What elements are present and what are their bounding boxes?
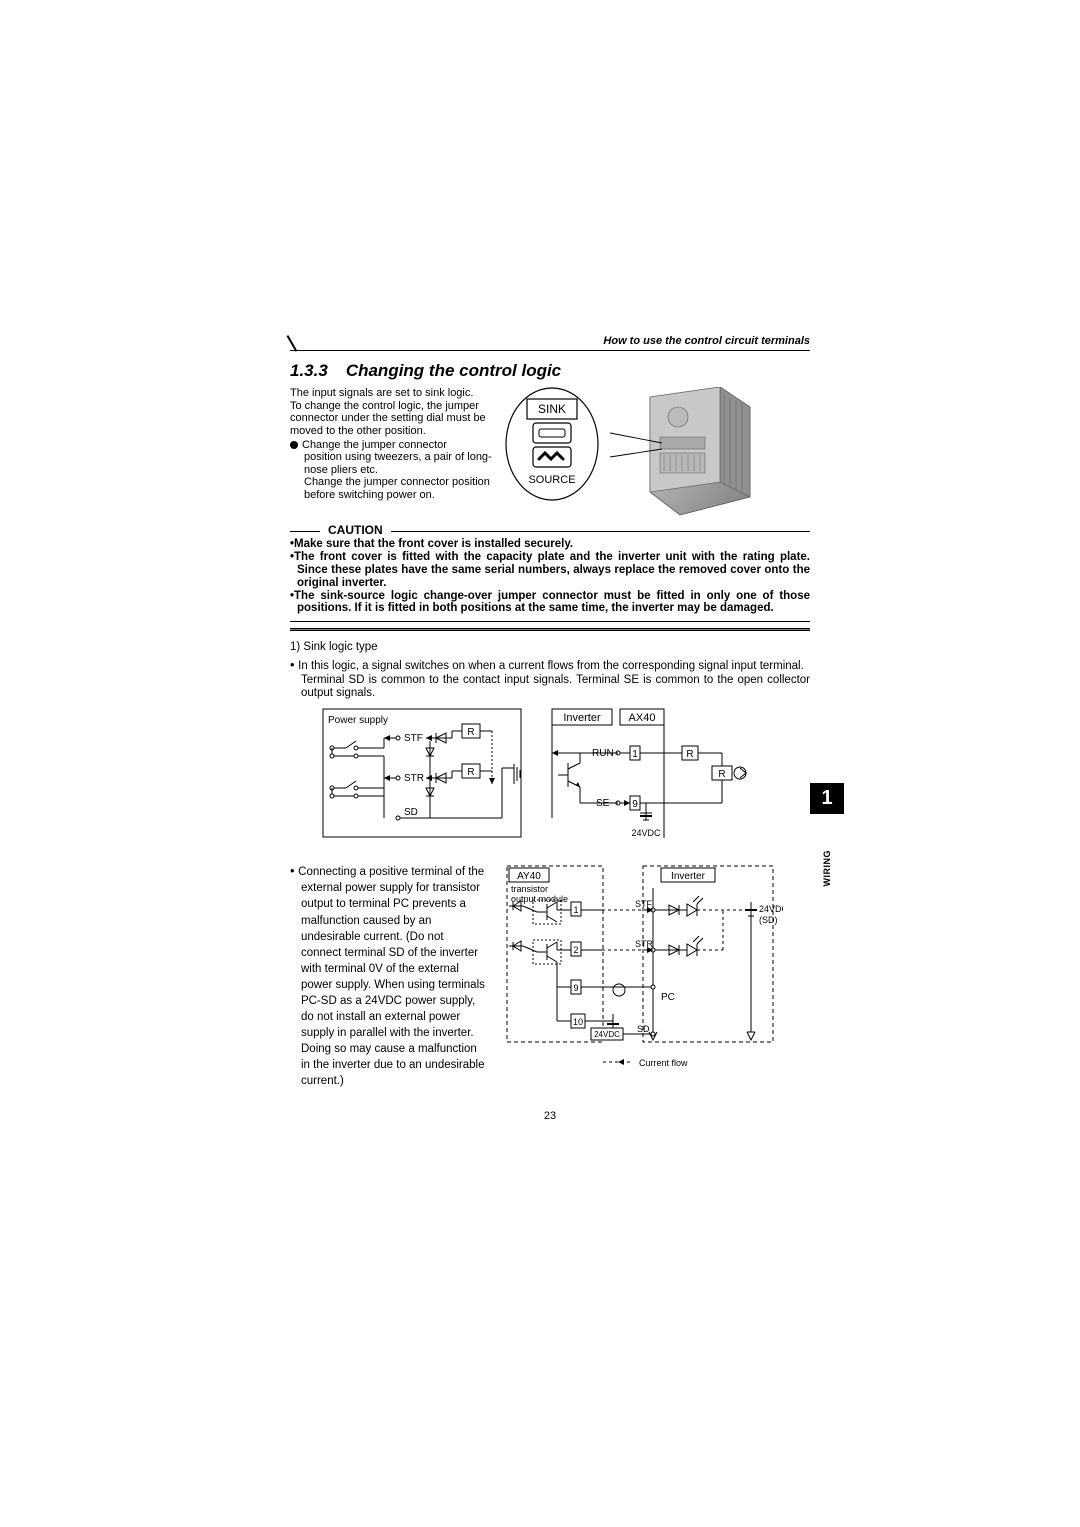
- d2-t9: 9: [632, 799, 638, 810]
- intro-p1: The input signals are set to sink logic.: [290, 387, 495, 400]
- d2-inverter: Inverter: [563, 712, 601, 724]
- d1-r1: R: [467, 727, 474, 738]
- source-label: SOURCE: [528, 474, 575, 486]
- d3-t9: 9: [573, 983, 578, 993]
- caution-item-3: The sink-source logic change-over jumper…: [290, 590, 810, 616]
- sink-heading: 1) Sink logic type: [290, 641, 810, 654]
- d3-24v-int: 24VDC: [594, 1030, 620, 1039]
- intro-b1-first: Change the jumper connector: [302, 439, 447, 451]
- d3-sub1: transistor: [511, 884, 548, 894]
- running-header: How to use the control circuit terminals: [290, 335, 810, 350]
- d1-sd: SD: [404, 807, 418, 818]
- section-title: 1.3.3 Changing the control logic: [290, 361, 810, 381]
- d2-coil: R: [718, 769, 725, 780]
- side-tab: 1 WIRING: [810, 783, 844, 887]
- d3-pc: PC: [661, 992, 675, 1003]
- caution-box: CAUTION Make sure that the front cover i…: [290, 531, 810, 622]
- intro-p2: To change the control logic, the jumper …: [290, 400, 495, 438]
- d1-stf: STF: [404, 733, 423, 744]
- caution-item-1: Make sure that the front cover is instal…: [290, 538, 810, 551]
- diagram-2: Inverter AX40 RUN 1 R R: [542, 708, 772, 848]
- d3-t1: 1: [573, 905, 578, 915]
- sink-bullet: In this logic, a signal switches on when…: [290, 658, 810, 673]
- bullet-icon: [290, 441, 298, 449]
- sink-label: SINK: [538, 402, 566, 416]
- d3-ay40: AY40: [517, 871, 541, 882]
- d3-stf: STF: [635, 899, 653, 909]
- section-heading: Changing the control logic: [346, 361, 561, 380]
- d3-sub2: output module: [511, 894, 568, 904]
- d3-24v-ext: 24VDC: [759, 904, 783, 914]
- tab-label: WIRING: [822, 850, 832, 887]
- intro-b1-rest: position using tweezers, a pair of long-…: [290, 451, 495, 502]
- d1-str: STR: [404, 773, 424, 784]
- d1-r2: R: [467, 767, 474, 778]
- sink-para: Terminal SD is common to the contact inp…: [290, 674, 810, 700]
- intro-bullets: Change the jumper connector position usi…: [290, 439, 495, 502]
- section-number: 1.3.3: [290, 361, 328, 380]
- d3-t10: 10: [573, 1017, 583, 1027]
- d2-t1: 1: [632, 749, 638, 760]
- d3-legend: Current flow: [639, 1058, 688, 1068]
- d3-sd: SD: [637, 1024, 650, 1034]
- diagram-3: AY40 transistor output module Inverter 2…: [503, 862, 783, 1089]
- sink-section: 1) Sink logic type In this logic, a sign…: [290, 641, 810, 700]
- page-number: 23: [290, 1110, 810, 1122]
- caution-item-2: The front cover is fitted with the capac…: [290, 551, 810, 590]
- sink-diagrams: Power supply SD STF: [290, 708, 810, 848]
- diagram-1: Power supply SD STF: [290, 708, 522, 848]
- lower-bullet: Connecting a positive terminal of the ex…: [290, 862, 485, 1089]
- d3-str: STR: [635, 939, 654, 949]
- caution-bottom-rule: [290, 628, 810, 631]
- device-image: [610, 387, 755, 517]
- jumper-diagram: SINK SOURCE: [505, 387, 600, 517]
- caution-title: CAUTION: [320, 523, 391, 537]
- tab-number: 1: [810, 783, 844, 814]
- intro-row: The input signals are set to sink logic.…: [290, 387, 810, 517]
- header-rule: How to use the control circuit terminals: [290, 335, 810, 351]
- lower-row: Connecting a positive terminal of the ex…: [290, 862, 810, 1089]
- d2-ax40: AX40: [629, 712, 656, 724]
- intro-text: The input signals are set to sink logic.…: [290, 387, 495, 517]
- lower-text: Connecting a positive terminal of the ex…: [290, 862, 485, 1089]
- d3-t2: 2: [573, 945, 578, 955]
- d1-power: Power supply: [328, 715, 388, 726]
- d3-inverter: Inverter: [671, 871, 706, 882]
- d2-r: R: [686, 749, 693, 760]
- d2-24v: 24VDC: [631, 828, 661, 838]
- d3-sdp: (SD): [759, 915, 778, 925]
